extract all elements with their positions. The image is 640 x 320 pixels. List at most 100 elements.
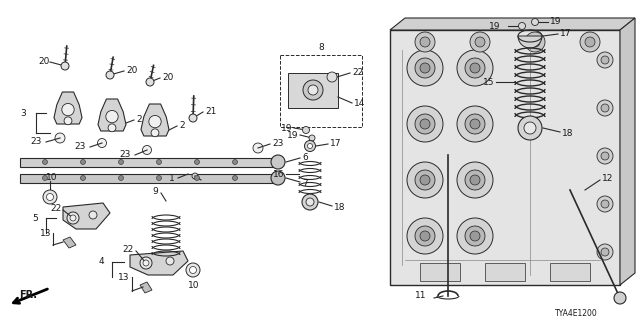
- Circle shape: [47, 194, 54, 201]
- Circle shape: [303, 126, 310, 133]
- Text: 4: 4: [99, 258, 104, 267]
- Circle shape: [415, 58, 435, 78]
- Circle shape: [42, 175, 47, 180]
- Circle shape: [143, 146, 152, 155]
- Circle shape: [232, 175, 237, 180]
- Circle shape: [470, 175, 480, 185]
- Circle shape: [407, 106, 443, 142]
- Circle shape: [305, 140, 316, 151]
- Bar: [550, 263, 590, 281]
- Circle shape: [55, 133, 65, 143]
- Circle shape: [465, 226, 485, 246]
- Text: 10: 10: [46, 172, 58, 181]
- Text: 2: 2: [136, 115, 141, 124]
- Text: 18: 18: [562, 129, 573, 138]
- Text: 23: 23: [74, 141, 85, 150]
- Circle shape: [407, 162, 443, 198]
- Bar: [20, 158, 278, 167]
- Circle shape: [81, 175, 86, 180]
- Circle shape: [420, 231, 430, 241]
- Polygon shape: [130, 251, 188, 275]
- Circle shape: [67, 212, 79, 224]
- Text: 7: 7: [302, 179, 308, 188]
- Circle shape: [531, 19, 538, 26]
- Circle shape: [415, 114, 435, 134]
- Text: 21: 21: [205, 107, 216, 116]
- Circle shape: [580, 32, 600, 52]
- Text: 22: 22: [50, 204, 61, 212]
- Circle shape: [232, 159, 237, 164]
- Circle shape: [597, 52, 613, 68]
- Circle shape: [303, 80, 323, 100]
- Text: 14: 14: [354, 99, 365, 108]
- Text: 13: 13: [118, 273, 129, 282]
- Circle shape: [108, 124, 116, 132]
- Circle shape: [195, 159, 200, 164]
- Circle shape: [42, 159, 47, 164]
- Circle shape: [143, 260, 149, 266]
- Circle shape: [149, 116, 161, 128]
- Circle shape: [420, 63, 430, 73]
- Circle shape: [530, 37, 540, 47]
- Bar: [390, 30, 620, 285]
- Text: 16: 16: [273, 170, 284, 179]
- Circle shape: [470, 231, 480, 241]
- Circle shape: [253, 143, 263, 153]
- Circle shape: [189, 267, 196, 274]
- Polygon shape: [54, 92, 82, 124]
- Circle shape: [70, 215, 76, 221]
- Circle shape: [106, 71, 114, 79]
- Polygon shape: [620, 18, 635, 285]
- Circle shape: [309, 135, 315, 141]
- Circle shape: [151, 129, 159, 137]
- Circle shape: [118, 175, 124, 180]
- Circle shape: [415, 226, 435, 246]
- Circle shape: [518, 116, 542, 140]
- Circle shape: [271, 155, 285, 169]
- Text: 6: 6: [302, 153, 308, 162]
- Bar: [280, 55, 362, 127]
- Circle shape: [186, 263, 200, 277]
- Text: 12: 12: [602, 173, 613, 182]
- Bar: [485, 263, 525, 281]
- Circle shape: [420, 175, 430, 185]
- Polygon shape: [98, 99, 126, 131]
- Circle shape: [465, 114, 485, 134]
- Text: 2: 2: [179, 121, 184, 130]
- Circle shape: [81, 159, 86, 164]
- Text: 22: 22: [352, 68, 364, 76]
- Circle shape: [64, 117, 72, 125]
- Circle shape: [601, 56, 609, 64]
- Circle shape: [475, 37, 485, 47]
- Circle shape: [271, 171, 285, 185]
- Polygon shape: [141, 104, 169, 136]
- Circle shape: [470, 119, 480, 129]
- Text: 22: 22: [122, 244, 133, 253]
- Circle shape: [306, 198, 314, 206]
- Circle shape: [457, 218, 493, 254]
- Circle shape: [157, 159, 161, 164]
- Circle shape: [597, 100, 613, 116]
- Circle shape: [61, 62, 69, 70]
- Circle shape: [420, 119, 430, 129]
- Text: 20: 20: [126, 66, 138, 75]
- Circle shape: [470, 32, 490, 52]
- Circle shape: [140, 257, 152, 269]
- Text: 9: 9: [152, 187, 158, 196]
- Text: 3: 3: [20, 108, 26, 117]
- Circle shape: [97, 139, 106, 148]
- Circle shape: [457, 162, 493, 198]
- Circle shape: [407, 50, 443, 86]
- Text: 13: 13: [40, 228, 51, 237]
- Text: 19: 19: [550, 17, 561, 26]
- Circle shape: [192, 173, 198, 179]
- Text: 23: 23: [30, 137, 42, 146]
- Circle shape: [525, 32, 545, 52]
- Circle shape: [420, 37, 430, 47]
- Circle shape: [601, 200, 609, 208]
- Circle shape: [614, 292, 626, 304]
- Circle shape: [157, 175, 161, 180]
- Circle shape: [601, 152, 609, 160]
- Bar: [420, 263, 460, 281]
- Circle shape: [524, 122, 536, 134]
